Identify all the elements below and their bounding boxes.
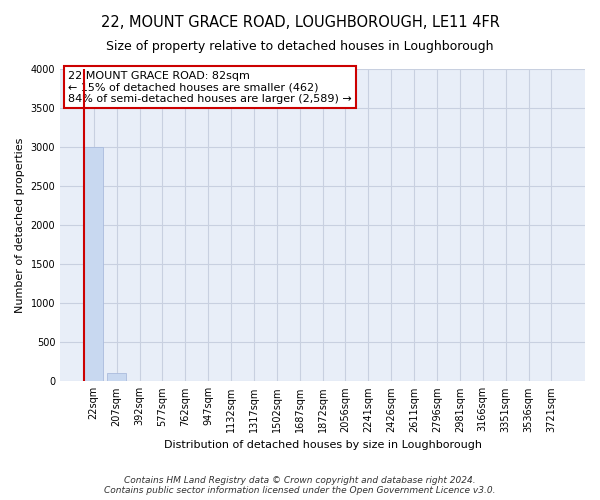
Text: 22 MOUNT GRACE ROAD: 82sqm
← 15% of detached houses are smaller (462)
84% of sem: 22 MOUNT GRACE ROAD: 82sqm ← 15% of deta… bbox=[68, 70, 352, 104]
Bar bbox=[84, 147, 103, 382]
Text: Size of property relative to detached houses in Loughborough: Size of property relative to detached ho… bbox=[106, 40, 494, 53]
Bar bbox=[107, 372, 127, 382]
X-axis label: Distribution of detached houses by size in Loughborough: Distribution of detached houses by size … bbox=[164, 440, 482, 450]
Text: 22, MOUNT GRACE ROAD, LOUGHBOROUGH, LE11 4FR: 22, MOUNT GRACE ROAD, LOUGHBOROUGH, LE11… bbox=[101, 15, 499, 30]
Text: Contains HM Land Registry data © Crown copyright and database right 2024.
Contai: Contains HM Land Registry data © Crown c… bbox=[104, 476, 496, 495]
Y-axis label: Number of detached properties: Number of detached properties bbox=[15, 138, 25, 313]
